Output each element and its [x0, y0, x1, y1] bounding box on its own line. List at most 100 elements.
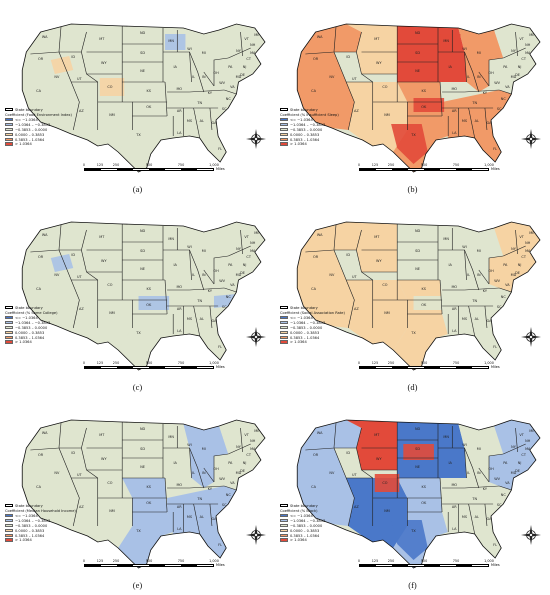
state-label: VA	[230, 481, 235, 485]
state-label: AR	[452, 109, 457, 113]
scale-unit: Miles	[216, 167, 225, 172]
state-boundary-line	[228, 443, 251, 455]
state-boundary-line	[209, 305, 213, 329]
legend-class-label: 0.0000 – 0.3853	[15, 330, 45, 335]
scale-tick-label: 125	[371, 559, 379, 563]
state-label: OH	[213, 467, 219, 471]
map-panel-e: WA OR CA NV ID MT WY UT AZ CO NM ND SD NE KS OK TX MN IA MO…	[0, 396, 275, 594]
state-label: WY	[376, 61, 382, 65]
state-label: IN	[202, 273, 206, 277]
legend-class-row: <= −1.0364	[280, 315, 375, 320]
legend-class-label: −1.0364 – −0.3853	[15, 320, 51, 325]
legend-class-row: 0.0000 – 0.3853	[5, 528, 100, 533]
legend-class-label: <= −1.0364	[290, 513, 313, 518]
state-label: VA	[505, 85, 510, 89]
legend-swatch	[5, 538, 13, 542]
state-boundary-line	[189, 249, 205, 291]
state-boundary-line	[333, 447, 355, 527]
map-hotspot-ok	[413, 296, 445, 310]
state-boundary-line	[464, 249, 480, 291]
state-boundary-line	[305, 422, 337, 451]
state-label: WA	[42, 35, 48, 39]
state-label: CT	[246, 453, 251, 457]
legend-class-row: <= −1.0364	[5, 315, 100, 320]
state-label: MO	[451, 285, 457, 289]
map-region-mw	[183, 226, 229, 290]
state-label: NY	[511, 445, 517, 449]
state-label: WY	[376, 457, 382, 461]
legend-class-row: −0.3853 – 0.0000	[280, 523, 375, 528]
legend-class-row: > 1.0364	[280, 142, 375, 146]
state-label: TX	[410, 133, 416, 137]
state-boundary-line	[499, 89, 512, 95]
state-label: SD	[140, 51, 145, 55]
scale-segment	[472, 169, 488, 170]
us-county-map: WA OR CA NV ID MT WY UT AZ CO NM ND SD NE KS OK TX MN IA MO…	[21, 221, 266, 371]
state-boundary-line	[203, 467, 215, 483]
state-label: MO	[176, 483, 182, 487]
map-legend: State boundary Coefficient (% Black) <= −1…	[280, 504, 375, 543]
state-boundary-line	[464, 485, 500, 489]
scale-segment	[440, 367, 456, 368]
state-boundary-line	[240, 229, 243, 255]
state-label: IN	[477, 273, 481, 277]
us-outline	[21, 419, 266, 569]
scale-segment	[149, 565, 165, 566]
state-label: AL	[200, 317, 204, 321]
legend-class-label: 0.0000 – 0.3853	[290, 330, 320, 335]
legend-class-row: 0.3853 – 1.0364	[5, 533, 100, 538]
state-boundary-line	[305, 26, 337, 55]
legend-class-label: > 1.0364	[15, 142, 32, 147]
us-outline	[21, 221, 266, 371]
state-label: GA	[486, 319, 492, 323]
legend-swatch	[280, 122, 288, 127]
state-label: LA	[177, 131, 182, 135]
state-label: MA	[525, 447, 531, 451]
legend-class-label: 0.0000 – 0.3853	[15, 132, 45, 137]
state-boundary-line	[361, 249, 398, 273]
state-label: NE	[140, 267, 145, 271]
state-label: AZ	[79, 505, 84, 509]
state-label: TN	[471, 101, 477, 105]
legend-boundary-label: State boundary	[15, 504, 43, 508]
scale-segment	[376, 565, 392, 566]
legend-class-label: 0.0000 – 0.3853	[290, 132, 320, 137]
legend-class-label: > 1.0364	[15, 538, 32, 543]
map-region-nw	[71, 222, 123, 272]
state-label: NC	[501, 493, 507, 497]
map-region-sw	[71, 280, 133, 350]
state-boundary-line	[468, 107, 476, 139]
state-label: WV	[494, 279, 500, 283]
scale-segment	[165, 565, 181, 566]
legend-swatch	[5, 523, 13, 527]
legend-swatch	[280, 325, 288, 329]
state-label: WV	[219, 279, 225, 283]
map-region-mw	[458, 28, 504, 92]
state-boundary-line	[515, 31, 518, 57]
scale-segment	[408, 565, 424, 566]
state-label: NY	[236, 49, 242, 53]
state-label: ID	[71, 451, 75, 455]
map-region-ww	[297, 420, 362, 526]
state-label: ND	[140, 31, 146, 35]
state-label: IA	[174, 263, 178, 267]
state-label: WA	[42, 233, 48, 237]
scale-segment	[133, 169, 149, 170]
state-boundary-line	[203, 71, 215, 87]
scale-tick-label: 125	[96, 361, 104, 365]
scale-bar-graphic	[359, 564, 489, 567]
scale-segment	[472, 565, 488, 566]
state-label: TN	[196, 497, 202, 501]
state-label: TN	[196, 101, 202, 105]
state-boundary-line	[361, 447, 398, 471]
state-label: PA	[228, 263, 233, 267]
state-label: NC	[501, 295, 507, 299]
state-label: KY	[208, 487, 213, 491]
state-label: PA	[503, 65, 508, 69]
legend-swatch	[5, 528, 13, 532]
legend-swatch	[5, 330, 13, 334]
state-label: WV	[219, 477, 225, 481]
north-arrow-icon	[521, 327, 541, 347]
state-label: NV	[54, 471, 60, 475]
map-region-ne	[488, 24, 540, 94]
